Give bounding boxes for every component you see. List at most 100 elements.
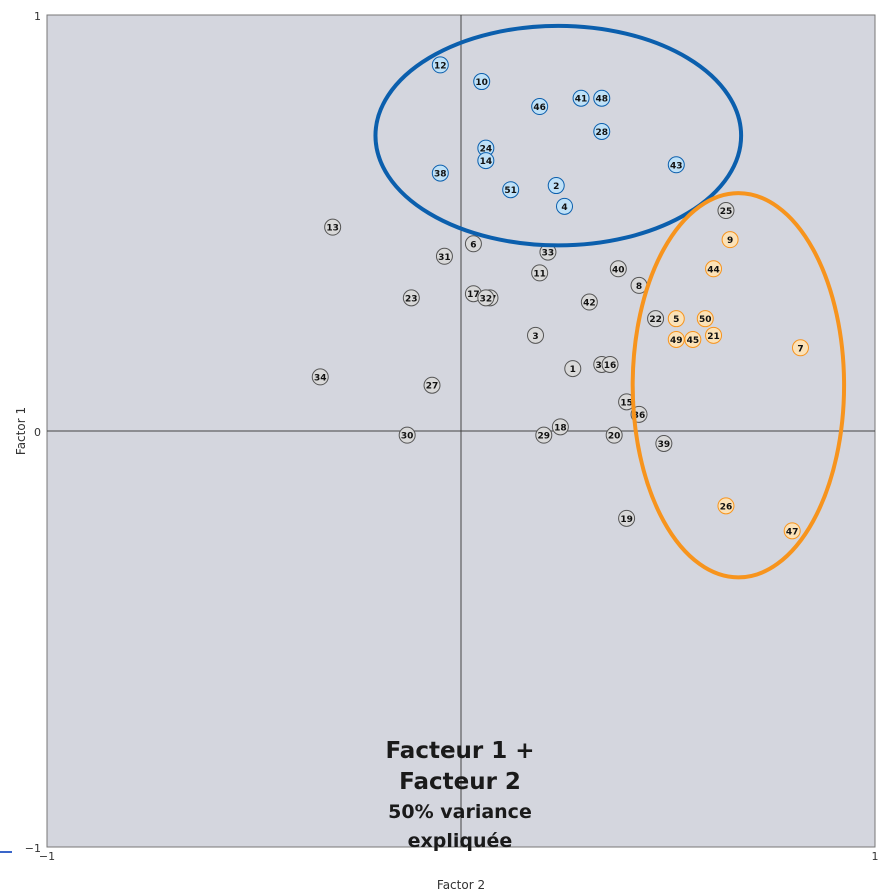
orange-cluster-ellipse [630,191,847,580]
annotation-line-3: 50% variance [388,801,532,823]
point-label-45: 45 [687,336,700,346]
point-label-11: 11 [533,269,546,279]
y-tick-label-1: 1 [34,10,41,23]
point-label-2: 2 [553,182,559,192]
point-label-17: 17 [467,290,480,300]
point-41 [572,89,590,107]
point-label-51: 51 [504,186,517,196]
point-label-38: 38 [434,170,447,180]
point-26 [717,497,735,515]
point-label-10: 10 [475,78,488,88]
point-49 [667,330,685,348]
point-label-22: 22 [649,315,662,325]
point-30 [398,426,416,444]
point-43 [667,156,685,174]
point-label-8: 8 [636,282,642,292]
point-21 [705,326,723,344]
point-label-30: 30 [401,432,414,442]
point-6 [464,235,482,253]
variance-annotation: Facteur 1 + Facteur 2 50% variance expli… [335,736,585,856]
point-20 [605,426,623,444]
point-label-49: 49 [670,336,683,346]
x-tick-label-neg1: −1 [39,850,55,863]
point-label-21: 21 [707,332,720,342]
point-19 [618,509,636,527]
point-label-36: 36 [633,411,646,421]
point-40 [609,260,627,278]
point-16 [601,355,619,373]
point-1 [564,360,582,378]
point-9 [721,231,739,249]
point-31 [435,247,453,265]
point-label-47: 47 [786,527,799,537]
point-label-41: 41 [575,95,588,105]
point-label-44: 44 [707,265,720,275]
point-label-33: 33 [542,249,555,259]
point-label-24: 24 [480,145,493,155]
point-18 [551,418,569,436]
point-label-26: 26 [720,502,733,512]
point-label-14: 14 [480,157,493,167]
point-32 [477,289,495,307]
point-label-48: 48 [595,95,608,105]
y-tick-label-neg1: −1 [25,842,41,855]
point-label-31: 31 [438,253,451,263]
point-label-7: 7 [797,344,803,354]
point-label-23: 23 [405,294,418,304]
point-29 [535,426,553,444]
point-label-12: 12 [434,61,447,71]
point-11 [531,264,549,282]
point-28 [593,122,611,140]
point-label-27: 27 [426,382,439,392]
point-label-25: 25 [720,207,733,217]
point-47 [783,522,801,540]
point-label-3: 3 [532,332,538,342]
point-10 [473,73,491,91]
point-label-5: 5 [673,315,679,325]
point-5 [667,310,685,328]
point-4 [556,197,573,215]
point-2 [547,177,565,195]
point-25 [717,202,735,220]
x-tick-label-1: 1 [872,850,878,863]
point-label-43: 43 [670,161,683,171]
point-label-20: 20 [608,432,621,442]
point-51 [502,181,520,199]
point-label-40: 40 [612,265,625,275]
point-label-6: 6 [470,240,476,250]
point-14 [477,152,495,170]
point-label-4: 4 [561,203,567,213]
point-label-28: 28 [595,128,608,138]
point-38 [431,164,449,182]
point-27 [423,376,441,394]
point-23 [402,289,420,307]
point-3 [527,326,545,344]
point-22 [647,310,665,328]
annotation-line-4: expliquée [407,830,513,852]
point-label-13: 13 [326,224,339,234]
point-13 [324,218,342,236]
point-label-18: 18 [554,423,567,433]
annotation-line-2: Facteur 2 [399,769,521,795]
point-39 [655,434,673,452]
y-tick-label-0: 0 [34,426,41,439]
point-12 [431,56,449,74]
point-50 [696,310,714,328]
x-axis-title: Factor 2 [437,878,485,892]
point-label-15: 15 [620,398,633,408]
side-accent-line [0,851,12,853]
point-48 [593,89,611,107]
point-label-29: 29 [538,432,551,442]
point-label-19: 19 [620,515,633,525]
point-label-42: 42 [583,299,596,309]
point-44 [705,260,723,278]
point-label-46: 46 [533,103,546,113]
point-label-9: 9 [727,236,733,246]
point-label-16: 16 [604,361,617,371]
point-label-39: 39 [658,440,671,450]
y-axis-title: Factor 1 [14,407,28,455]
point-label-50: 50 [699,315,712,325]
point-label-1: 1 [570,365,576,375]
